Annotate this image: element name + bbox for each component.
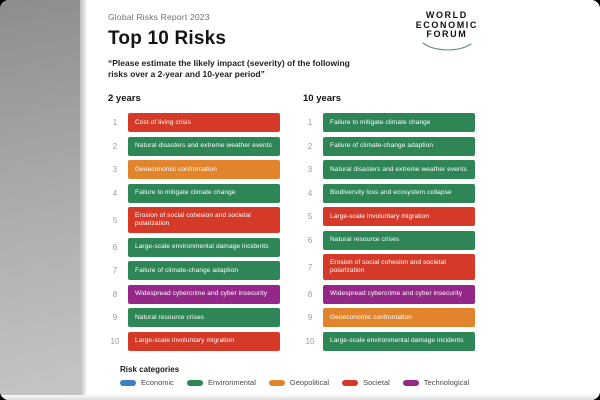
risk-row: 4 Biodiversity loss and ecosystem collaps… bbox=[303, 183, 475, 203]
risk-row: 6 Large-scale environmental damage incide… bbox=[108, 237, 280, 257]
legend-item: Environmental bbox=[186, 378, 256, 387]
ranking-columns: 2 years 1 Cost of living crisis 2 Natural d… bbox=[108, 93, 600, 355]
risk-row: 3 Natural disasters and extreme weather e… bbox=[303, 160, 475, 179]
legend-swatch bbox=[342, 379, 359, 386]
risk-bar: Large-scale environmental damage inciden… bbox=[323, 331, 475, 351]
risk-rank: 7 bbox=[112, 266, 118, 275]
risk-rank: 4 bbox=[307, 188, 313, 198]
legend-label: Economic bbox=[141, 378, 174, 387]
legend-item: Societal bbox=[342, 378, 390, 387]
risk-row: 4 Failure to mitigate climate change bbox=[108, 183, 280, 203]
risk-row: 10 Large-scale environmental damage incid… bbox=[303, 331, 475, 351]
wef-logo-line: ECONOMIC bbox=[415, 19, 478, 30]
risk-rank: 6 bbox=[112, 242, 118, 252]
legend-swatch bbox=[120, 379, 136, 386]
risk-row: 1 Failure to mitigate climate change bbox=[303, 113, 475, 132]
risk-rank: 5 bbox=[307, 212, 313, 221]
legend-label: Geopolitical bbox=[289, 378, 330, 387]
risk-row: 8 Widespread cybercrime and cyber insecur… bbox=[108, 284, 280, 304]
risk-rows: 1 Failure to mitigate climate change 2 Fail… bbox=[303, 113, 475, 351]
risk-row: 10 Large-scale involuntary migration bbox=[108, 331, 280, 351]
risk-rank: 10 bbox=[305, 336, 315, 346]
legend-swatch bbox=[186, 379, 203, 386]
wef-logo-line: WORLD bbox=[425, 10, 468, 20]
risk-rank: 6 bbox=[307, 235, 313, 245]
risk-row: 1 Cost of living crisis bbox=[108, 113, 280, 132]
risk-rank: 10 bbox=[110, 336, 120, 346]
wef-logo: WORLD ECONOMIC FORUM bbox=[415, 10, 478, 53]
risk-row: 9 Natural resource crises bbox=[108, 308, 280, 327]
wef-swoosh-icon bbox=[422, 41, 472, 50]
wef-logo-line: FORUM bbox=[426, 29, 468, 39]
legend: Risk categories Economic Environmental Geo… bbox=[120, 365, 600, 387]
risk-row: 5 Erosion of social cohesion and societal… bbox=[108, 207, 280, 233]
legend-label: Societal bbox=[363, 378, 390, 387]
risk-bar: Erosion of social cohesion and societal … bbox=[128, 207, 280, 233]
risk-row: 9 Geoeconomic confrontation bbox=[303, 308, 475, 327]
risk-bar: Failure of climate-change adaption bbox=[128, 261, 280, 280]
risk-row: 2 Natural disasters and extreme weather e… bbox=[108, 136, 280, 156]
risk-bar: Failure to mitigate climate change bbox=[323, 113, 475, 132]
column-heading: 10 years bbox=[303, 93, 342, 104]
risk-row: 6 Natural resource crises bbox=[303, 230, 475, 250]
risk-row: 5 Large-scale involuntary migration bbox=[303, 207, 475, 226]
risk-row: 3 Geoeconomic confrontation bbox=[108, 160, 280, 179]
legend-swatch bbox=[268, 379, 285, 386]
risk-bar: Large-scale environmental damage inciden… bbox=[128, 237, 280, 257]
risk-bar: Erosion of social cohesion and societal … bbox=[323, 254, 475, 280]
photo-bottom-edge bbox=[0, 395, 600, 400]
legend-title: Risk categories bbox=[120, 365, 180, 374]
risk-bar: Geoeconomic confrontation bbox=[323, 308, 475, 327]
risk-bar: Natural disasters and extreme weather ev… bbox=[128, 136, 280, 156]
risk-bar: Large-scale involuntary migration bbox=[128, 331, 280, 351]
risk-bar: Widespread cybercrime and cyber insecuri… bbox=[323, 284, 475, 304]
photo-background-fade bbox=[80, 0, 88, 400]
column-10-years: 10 years 1 Failure to mitigate climate ch… bbox=[303, 93, 475, 355]
page-title: Top 10 Risks bbox=[108, 28, 227, 49]
risk-row: 7 Failure of climate-change adaption bbox=[108, 261, 280, 280]
photo-background-left bbox=[0, 0, 80, 400]
risk-bar: Natural disasters and extreme weather ev… bbox=[323, 160, 475, 179]
legend-swatch bbox=[402, 379, 419, 386]
risk-bar: Failure of climate-change adaption bbox=[323, 136, 475, 156]
legend-item: Economic bbox=[120, 378, 174, 387]
risk-rank: 2 bbox=[307, 141, 313, 151]
risk-row: 7 Erosion of social cohesion and societal… bbox=[303, 254, 475, 280]
risk-rank: 5 bbox=[112, 215, 118, 225]
risk-rank: 8 bbox=[307, 289, 313, 299]
risk-rows: 1 Cost of living crisis 2 Natural disasters… bbox=[108, 113, 280, 351]
risk-rank: 3 bbox=[112, 165, 118, 174]
risk-bar: Widespread cybercrime and cyber insecuri… bbox=[128, 284, 280, 304]
legend-item: Technological bbox=[402, 378, 470, 387]
risk-row: 8 Widespread cybercrime and cyber insecur… bbox=[303, 284, 475, 304]
survey-question: “Please estimate the likely impact (seve… bbox=[108, 58, 350, 79]
risk-row: 2 Failure of climate-change adaption bbox=[303, 136, 475, 156]
risk-bar: Cost of living crisis bbox=[128, 113, 280, 132]
risk-bar: Large-scale involuntary migration bbox=[323, 207, 475, 226]
risk-rank: 3 bbox=[307, 165, 313, 174]
risk-rank: 2 bbox=[112, 141, 118, 151]
risk-rank: 8 bbox=[112, 289, 118, 299]
legend-items: Economic Environmental Geopolitical Societa… bbox=[120, 378, 600, 387]
risk-rank: 4 bbox=[112, 188, 118, 198]
legend-item: Geopolitical bbox=[268, 378, 330, 387]
risk-rank: 7 bbox=[307, 262, 313, 272]
risk-rank: 9 bbox=[112, 313, 118, 322]
slide-content: Global Risks Report 2023 Top 10 Risks “P… bbox=[86, 0, 600, 400]
column-heading: 2 years bbox=[108, 93, 141, 104]
risk-bar: Geoeconomic confrontation bbox=[128, 160, 280, 179]
risk-bar: Natural resource crises bbox=[128, 308, 280, 327]
report-label: Global Risks Report 2023 bbox=[108, 12, 210, 22]
legend-label: Technological bbox=[423, 378, 470, 387]
risk-bar: Failure to mitigate climate change bbox=[128, 183, 280, 203]
risk-rank: 9 bbox=[307, 313, 313, 322]
risk-rank: 1 bbox=[307, 118, 313, 127]
risk-bar: Biodiversity loss and ecosystem collapse bbox=[323, 183, 475, 203]
column-2-years: 2 years 1 Cost of living crisis 2 Natural d… bbox=[108, 93, 280, 355]
risk-bar: Natural resource crises bbox=[323, 230, 475, 250]
legend-label: Environmental bbox=[207, 378, 256, 387]
risk-rank: 1 bbox=[112, 118, 118, 127]
